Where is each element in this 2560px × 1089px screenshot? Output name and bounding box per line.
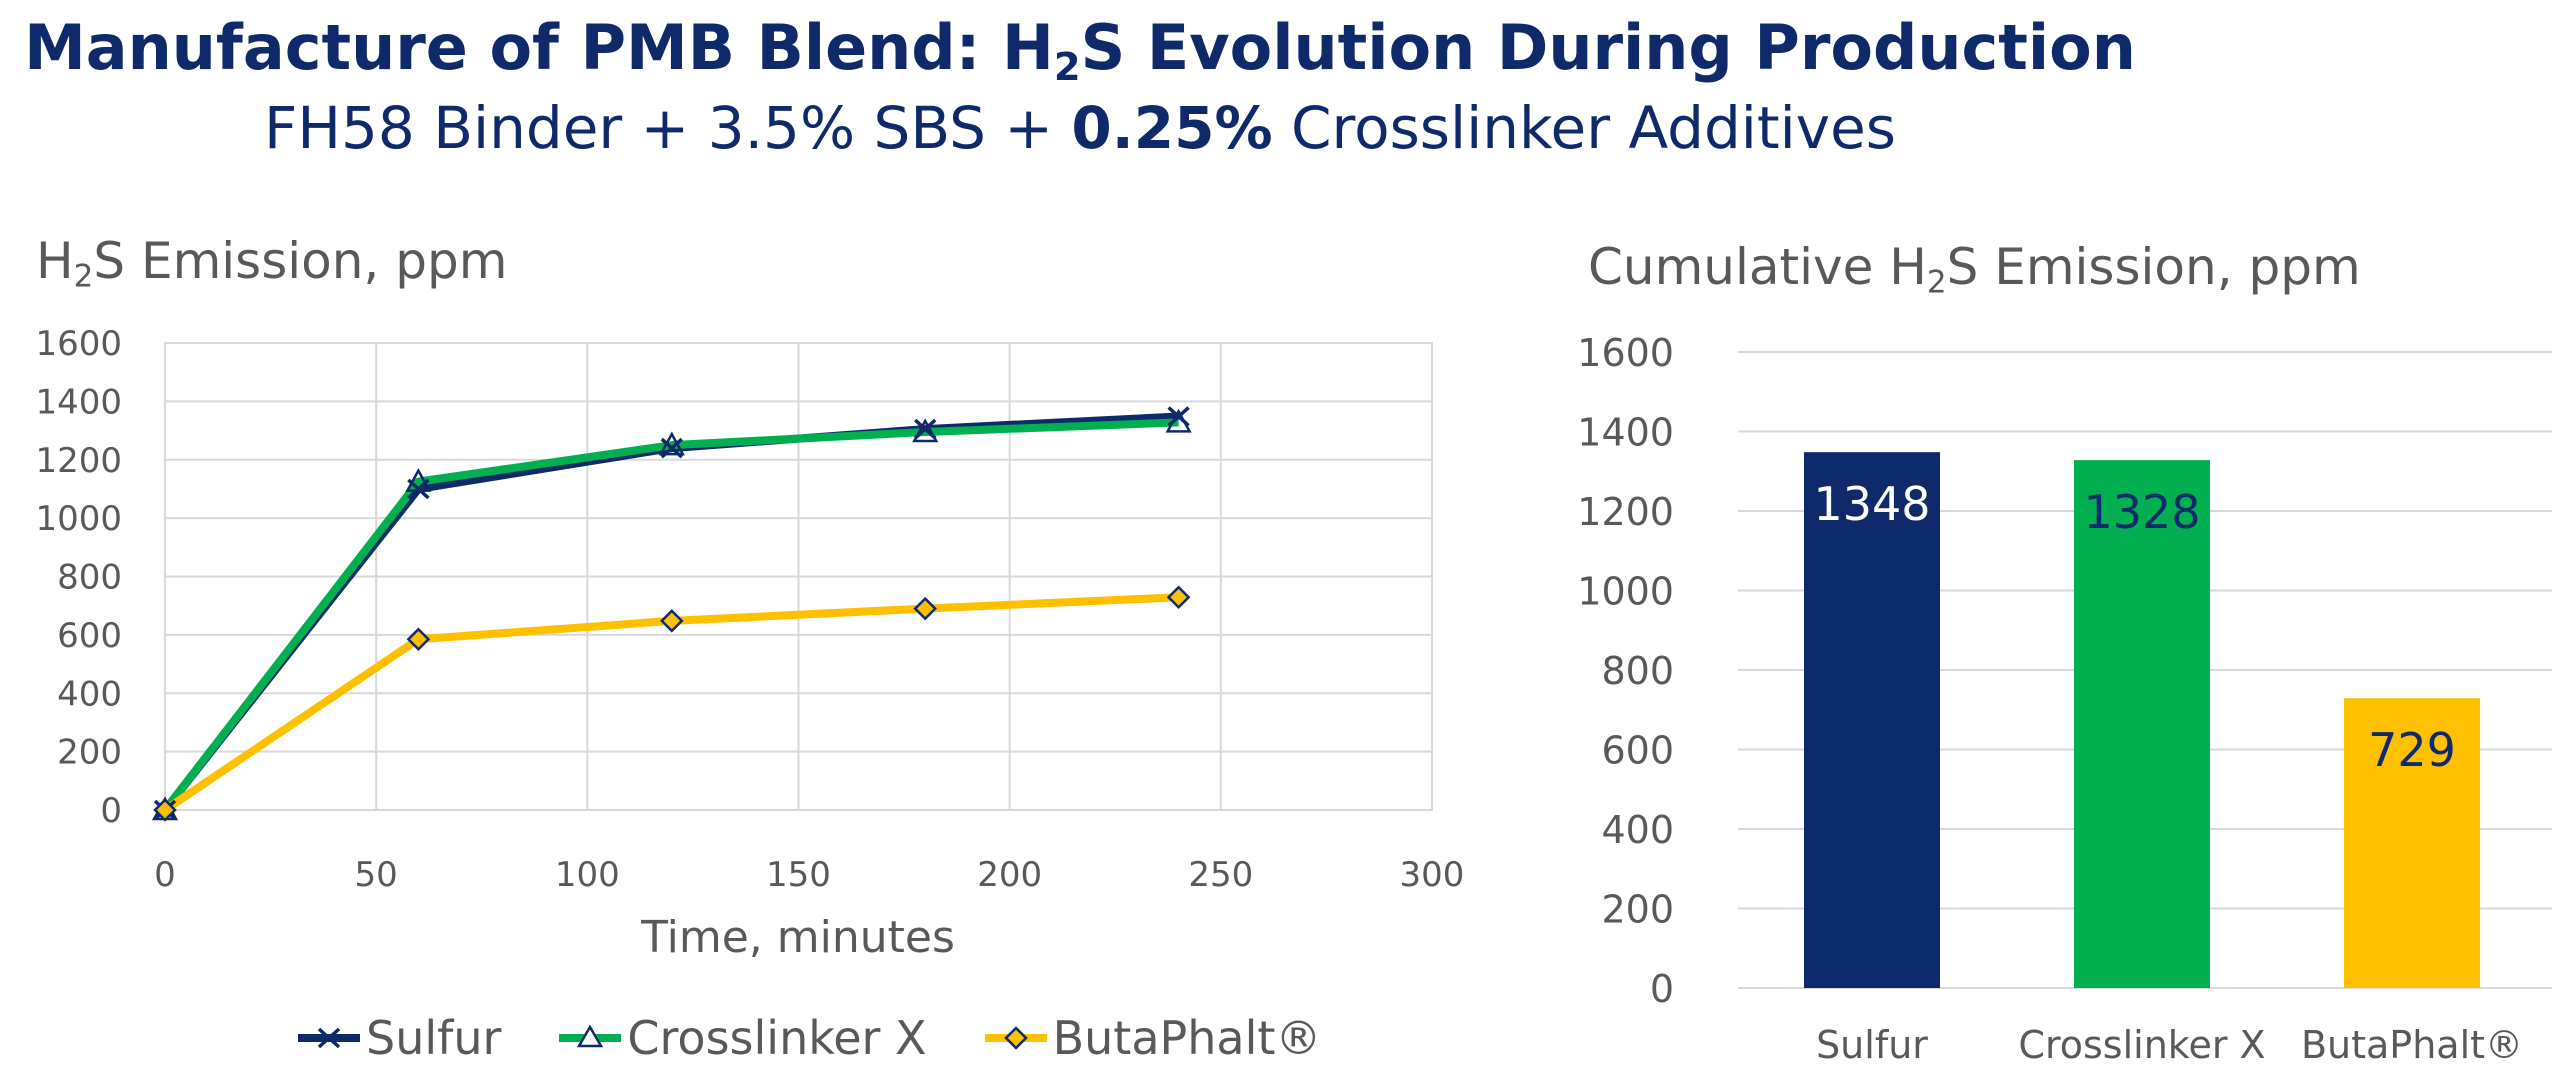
line-ytick-label: 800	[57, 558, 122, 598]
line-ytick-label: 1000	[35, 499, 122, 539]
point-crosslinker-x	[658, 431, 685, 456]
point-butaphalt	[406, 627, 431, 652]
line-chart-xlabel: Time, minutes	[640, 912, 955, 963]
bar-sulfur	[1804, 452, 1940, 988]
line-xtick-label: 0	[154, 855, 176, 895]
bar-category-label-butaphalt: ButaPhalt®	[2301, 1023, 2523, 1067]
chart-subtitle: FH58 Binder + 3.5% SBS + 0.25% Crosslink…	[264, 94, 1896, 162]
legend-sulfur-swatch	[298, 1027, 360, 1049]
line-xtick-label: 250	[1188, 855, 1253, 895]
legend-label-butaphalt: ButaPhalt®	[1052, 1011, 1322, 1065]
bar-ytick-label: 0	[1650, 967, 1674, 1011]
legend-label-sulfur: Sulfur	[366, 1011, 502, 1065]
point-butaphalt	[1166, 585, 1191, 609]
legend-label-crosslinker-x: Crosslinker X	[627, 1011, 927, 1065]
chart-title: Manufacture of PMB Blend: H2S Evolution …	[24, 11, 2136, 90]
bar-chart: 0 200 400 600 800 1000 1200 1400 1600 1348 1328 72…	[1580, 331, 2552, 1067]
line-xtick-label: 150	[766, 855, 831, 895]
line-ytick-label: 200	[57, 733, 122, 773]
bar-value-label-sulfur: 1348	[1813, 477, 1930, 531]
line-chart-legend: Sulfur Crosslinker X ButaPhalt®	[296, 1008, 1377, 1068]
point-butaphalt	[153, 798, 177, 822]
bar-ytick-label: 1000	[1580, 570, 1674, 614]
legend-item-butaphalt: ButaPhalt®	[983, 1011, 1322, 1065]
bar-chart-ylabel: Cumulative H2S Emission, ppm	[1588, 238, 2361, 301]
bar-ytick-label: 400	[1601, 808, 1674, 852]
point-crosslinker-x	[405, 468, 432, 492]
bar-ytick-label: 600	[1601, 729, 1674, 773]
line-xtick-label: 100	[555, 855, 620, 895]
legend-item-crosslinker-x: Crosslinker X	[557, 1011, 927, 1065]
line-ytick-label: 1600	[35, 324, 122, 364]
bar-ytick-label: 1200	[1580, 490, 1674, 534]
line-ytick-label: 600	[57, 616, 122, 656]
line-xtick-label: 50	[355, 855, 398, 895]
line-xtick-label: 300	[1400, 855, 1465, 895]
line-chart-ylabel: H2S Emission, ppm	[36, 232, 508, 295]
line-chart: 0 200 400 600 800 1000 1200 1400 1600 0 50 100 150 2…	[35, 324, 1465, 963]
legend-crosslinker-swatch	[559, 1024, 622, 1048]
bar-value-label-crosslinker-x: 1328	[2083, 485, 2200, 539]
legend-butaphalt-swatch	[984, 1026, 1047, 1050]
bar-ytick-label: 200	[1601, 888, 1674, 932]
bar-value-label-butaphalt: 729	[2368, 723, 2456, 777]
series-line-crosslinker-x	[161, 418, 1179, 813]
line-xtick-label: 200	[977, 855, 1042, 895]
line-ytick-label: 400	[57, 674, 122, 714]
bar-crosslinker-x	[2074, 460, 2210, 988]
line-ytick-label: 1400	[35, 382, 122, 422]
point-butaphalt	[660, 609, 684, 633]
bar-ytick-label: 1600	[1580, 331, 1674, 375]
point-crosslinker-x	[912, 418, 939, 443]
bar-ytick-label: 800	[1601, 649, 1674, 693]
point-crosslinker-x	[1165, 408, 1192, 433]
line-ytick-label: 0	[100, 791, 122, 831]
line-ytick-label: 1200	[35, 441, 122, 481]
legend-item-sulfur: Sulfur	[296, 1011, 501, 1065]
bar-ytick-label: 1400	[1580, 411, 1674, 455]
point-butaphalt	[913, 596, 937, 621]
bar-category-label-crosslinker-x: Crosslinker X	[2018, 1023, 2265, 1067]
bar-category-label-sulfur: Sulfur	[1816, 1023, 1928, 1067]
bar-butaphalt	[2344, 698, 2480, 988]
